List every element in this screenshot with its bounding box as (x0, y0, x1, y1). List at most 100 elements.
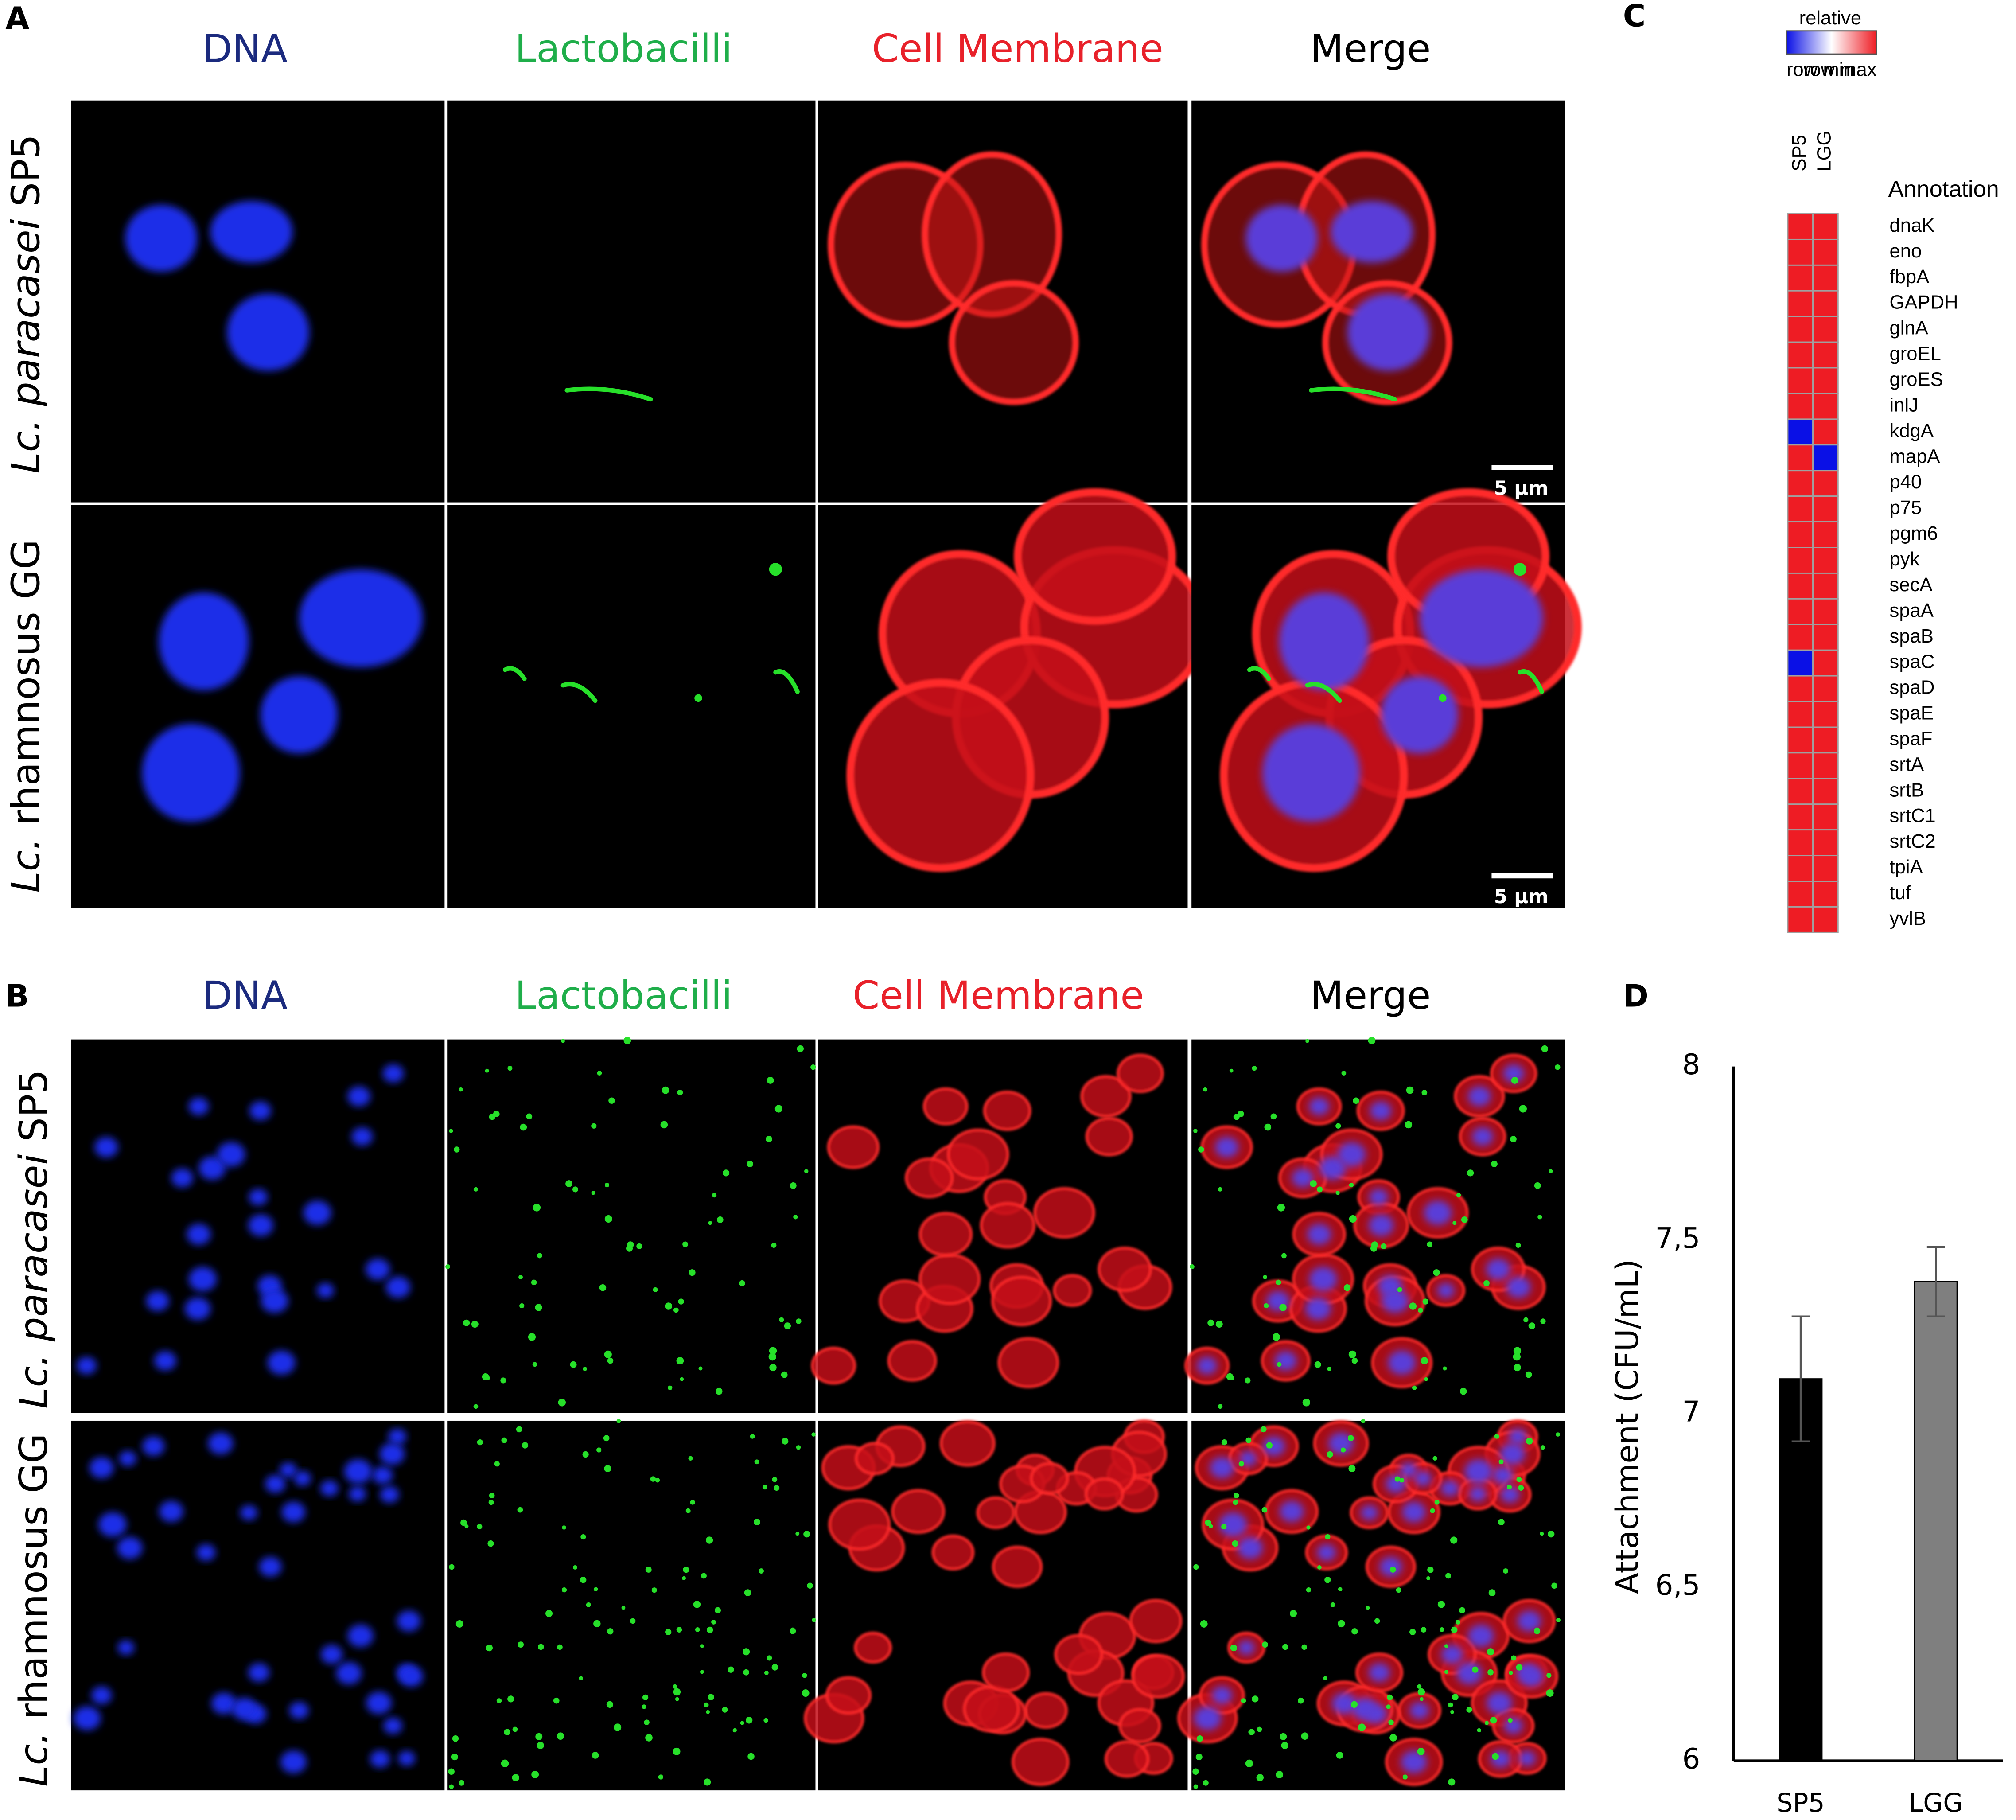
nucleus (370, 1750, 390, 1768)
bacterium (782, 1438, 789, 1445)
bacterium (1537, 1215, 1542, 1220)
bacterium (1511, 1077, 1518, 1084)
nucleus (1369, 1663, 1390, 1682)
bacterium (454, 1146, 460, 1153)
bacterium (1540, 1318, 1546, 1324)
bacterium (1351, 1357, 1358, 1364)
panel-label: D (1623, 978, 1649, 1014)
row-label: srtC1 (1890, 805, 1936, 826)
bacterium (810, 1064, 816, 1070)
bacterium (1406, 1086, 1414, 1094)
nucleus (1218, 1512, 1247, 1537)
bacterium (1335, 1123, 1341, 1129)
nucleus (76, 1356, 97, 1375)
heatmap-cell (1812, 803, 1839, 831)
cell (1054, 1634, 1103, 1675)
bacterium (1281, 1253, 1287, 1259)
bacterium (706, 1710, 710, 1714)
micrograph (1184, 1037, 1565, 1413)
error-bar (1926, 1246, 1945, 1317)
bacterium (1241, 1698, 1246, 1703)
nucleus (317, 1283, 334, 1298)
nucleus (347, 1624, 374, 1647)
micrograph (447, 505, 816, 908)
bacterium (1305, 682, 1342, 703)
bacterium (1302, 1399, 1311, 1407)
cell (922, 1087, 969, 1126)
bacterium (1349, 1182, 1354, 1188)
row-label: Lc. paracasei SP5 (11, 1069, 56, 1409)
heatmap-cell (1812, 495, 1839, 523)
nucleus (1441, 1645, 1463, 1664)
heatmap-cell (1787, 675, 1814, 702)
bacterium (449, 1129, 453, 1133)
cell (949, 280, 1079, 405)
bacterium (531, 1771, 539, 1778)
bacterium (1245, 1759, 1253, 1768)
heatmap-cell (1812, 624, 1839, 651)
bacterium (579, 1676, 583, 1680)
heatmap-cell (1787, 495, 1814, 523)
heatmap-cell (1812, 521, 1839, 548)
cell (1080, 1075, 1132, 1118)
nucleus (1238, 1640, 1255, 1655)
bacterium (572, 1186, 579, 1193)
bacterium (1297, 1697, 1304, 1704)
bacterium (658, 1774, 663, 1780)
nucleus (320, 1480, 339, 1497)
column-label: LGG (1814, 131, 1835, 171)
bacterium (616, 1419, 621, 1423)
bacterium (754, 1519, 760, 1526)
nucleus (1518, 1750, 1536, 1766)
bacterium (489, 1114, 495, 1120)
bacterium (1444, 1670, 1449, 1674)
bacterium (1314, 1361, 1321, 1368)
bacterium (796, 1318, 802, 1324)
nucleus (1500, 1486, 1520, 1503)
bacterium (644, 1719, 650, 1725)
bacterium (1443, 1366, 1447, 1371)
bacterium (698, 1366, 703, 1371)
cell (1014, 488, 1176, 625)
bacterium (526, 1113, 533, 1120)
bacterium (1389, 1567, 1396, 1573)
nucleus (397, 1610, 421, 1632)
bacterium (459, 1087, 463, 1092)
cell (991, 1275, 1052, 1326)
micrograph (71, 1420, 445, 1791)
bacterium (1459, 1607, 1466, 1613)
bacterium (1341, 1447, 1346, 1453)
bacterium (1513, 1347, 1522, 1355)
heatmap-cell (1812, 572, 1839, 600)
bacterium (1266, 1442, 1273, 1449)
bacterium (1456, 1193, 1461, 1198)
nucleus (142, 724, 240, 822)
bacterium (557, 1732, 564, 1740)
bacterium (1335, 1191, 1340, 1195)
bacterium (807, 1582, 813, 1589)
row-label: inlJ (1890, 394, 1919, 416)
y-tick-label: 6 (1682, 1743, 1701, 1776)
bacterium (1556, 1617, 1561, 1622)
bacterium (1338, 1587, 1343, 1592)
cell (918, 1253, 981, 1305)
bacterium (701, 1573, 707, 1579)
bacterium (1341, 1071, 1347, 1076)
micrograph (811, 1039, 1188, 1413)
heatmap-cell (1812, 264, 1839, 292)
bacterium (1325, 1534, 1331, 1540)
bacterium (1525, 1371, 1532, 1378)
bacterium (667, 1385, 673, 1390)
bacterium (1368, 1037, 1376, 1044)
heatmap-cell (1812, 881, 1839, 908)
bacterium (739, 1280, 745, 1286)
bacterium (759, 1568, 764, 1574)
bacterium (1492, 1753, 1499, 1760)
heatmap-cell (1787, 341, 1814, 369)
bacterium (452, 1735, 459, 1742)
bacterium (1350, 1701, 1358, 1708)
bacterium (1215, 1321, 1223, 1328)
bacterium (1233, 1493, 1239, 1498)
bacterium (675, 1697, 679, 1701)
nucleus (1194, 1706, 1222, 1730)
